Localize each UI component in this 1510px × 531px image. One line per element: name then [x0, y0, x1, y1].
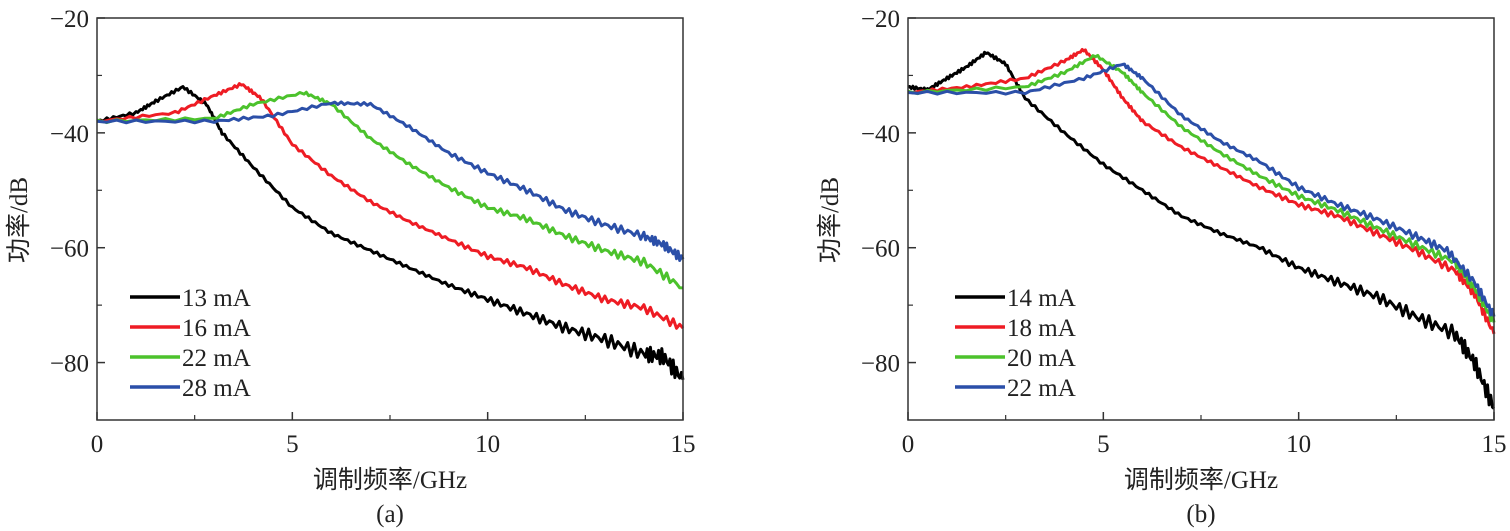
x-tick-label: 0 — [91, 431, 104, 458]
series-line — [907, 50, 1495, 410]
y-axis-label: 功率/dB — [816, 177, 844, 263]
x-tick-label: 0 — [902, 431, 915, 458]
y-tick-label: −20 — [50, 6, 89, 33]
series-line — [96, 85, 685, 381]
y-tick-label: −80 — [861, 351, 900, 378]
legend-label: 22 mA — [182, 345, 251, 372]
plot-frame — [907, 17, 1495, 421]
x-tick-label: 10 — [1286, 431, 1311, 458]
panel-label: (a) — [376, 501, 404, 528]
legend: 14 mA 18 mA 20 mA 22 mA — [955, 285, 1076, 402]
y-axis-label: 功率/dB — [5, 177, 33, 263]
legend-label: 28 mA — [182, 375, 251, 402]
legend-label: 14 mA — [1007, 285, 1076, 312]
legend-label: 20 mA — [1007, 345, 1076, 372]
series-line — [96, 90, 684, 290]
x-tick-label: 10 — [475, 431, 500, 458]
x-tick-label: 5 — [1097, 431, 1110, 458]
y-tick-label: −40 — [50, 121, 89, 148]
x-axis-label: 调制频率/GHz — [1124, 466, 1278, 494]
legend-label: 16 mA — [182, 315, 251, 342]
y-tick-label: −40 — [861, 121, 900, 148]
legend-label: 18 mA — [1007, 315, 1076, 342]
series-line — [907, 47, 1496, 335]
legend: 13 mA 16 mA 22 mA 28 mA — [130, 285, 251, 402]
x-tick-label: 15 — [671, 431, 696, 458]
y-tick-label: −20 — [861, 6, 900, 33]
legend-label: 22 mA — [1007, 375, 1076, 402]
series-line — [96, 100, 685, 262]
series-line — [907, 62, 1496, 317]
series-line — [907, 53, 1496, 323]
x-axis-label: 调制频率/GHz — [313, 466, 467, 494]
series-line — [96, 82, 685, 330]
y-tick-label: −60 — [50, 236, 89, 263]
x-tick-label: 5 — [286, 431, 299, 458]
legend-label: 13 mA — [182, 285, 251, 312]
panel-label: (b) — [1186, 501, 1215, 528]
y-tick-label: −60 — [861, 236, 900, 263]
y-tick-label: −80 — [50, 351, 89, 378]
x-tick-label: 15 — [1482, 431, 1507, 458]
